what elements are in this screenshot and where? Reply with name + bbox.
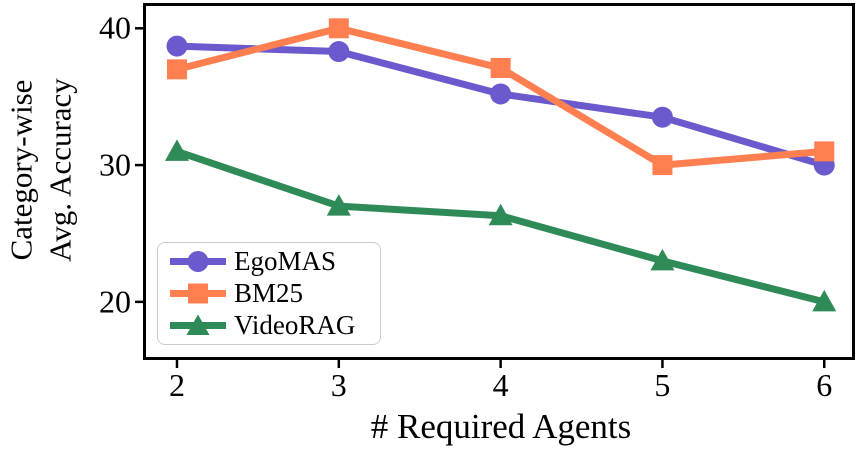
marker-triangle-videorag [488, 203, 513, 226]
y-tick-label: 40 [99, 9, 131, 46]
x-tick-label: 3 [330, 367, 347, 403]
x-tick-label: 6 [816, 367, 833, 403]
marker-circle-egomas [651, 106, 673, 128]
x-tick-label: 5 [654, 367, 671, 403]
legend-swatch-videorag-icon [170, 314, 226, 335]
legend-item-videorag: VideoRAG [166, 310, 374, 341]
marker-triangle-videorag [326, 194, 351, 216]
y-tick-label: 20 [99, 283, 131, 320]
marker-triangle-videorag [650, 248, 675, 271]
marker-circle-egomas [490, 83, 512, 105]
legend-label-bm25: BM25 [234, 277, 304, 308]
y-tick-label: 30 [99, 146, 131, 183]
legend-item-egomas: EgoMAS [166, 246, 374, 277]
marker-square-bm25 [814, 141, 835, 162]
marker-circle-egomas [328, 41, 350, 63]
legend-label-egomas: EgoMAS [234, 246, 337, 277]
legend-label-videorag: VideoRAG [234, 309, 356, 340]
marker-square-bm25 [166, 59, 187, 80]
x-axis-label: # Required Agents [370, 407, 632, 446]
marker-triangle-videorag [164, 139, 189, 161]
x-tick-label: 4 [492, 367, 509, 403]
marker-triangle-videorag [812, 289, 837, 312]
marker-square-bm25 [652, 155, 673, 176]
axes-frame [143, 3, 855, 360]
legend-swatch-egomas-icon [170, 251, 226, 273]
marker-square-bm25 [490, 57, 511, 78]
legend: EgoMAS BM25 VideoRAG [157, 242, 381, 345]
marker-circle-egomas [166, 35, 188, 57]
x-tick-label: 2 [168, 367, 185, 403]
legend-item-bm25: BM25 [166, 278, 374, 309]
marker-square-bm25 [328, 18, 349, 39]
legend-swatch-bm25-icon [170, 283, 226, 304]
